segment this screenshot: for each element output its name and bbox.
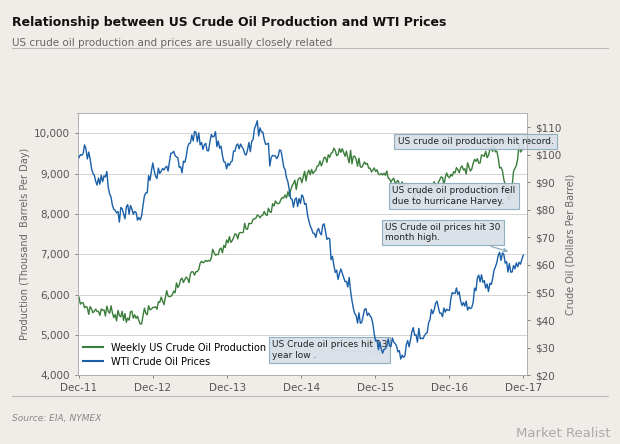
Text: Relationship between US Crude Oil Production and WTI Prices: Relationship between US Crude Oil Produc… [12,16,447,28]
Text: US Crude oil prices hit 13
year low .: US Crude oil prices hit 13 year low . [272,341,387,360]
Text: US Crude oil prices hit 30
month high.: US Crude oil prices hit 30 month high. [385,223,507,252]
Y-axis label: Crude Oil (Dollars Per Barrel): Crude Oil (Dollars Per Barrel) [565,174,575,315]
Text: Source: EIA, NYMEX: Source: EIA, NYMEX [12,414,102,423]
Text: Market Realist: Market Realist [516,427,611,440]
Text: US crude oil production and prices are usually closely related: US crude oil production and prices are u… [12,38,333,48]
Text: US crude oil production hit record.: US crude oil production hit record. [397,137,554,146]
Legend: Weekly US Crude Oil Production, WTI Crude Oil Prices: Weekly US Crude Oil Production, WTI Crud… [79,339,270,371]
Y-axis label: Production (Thousand  Barrels Per Day): Production (Thousand Barrels Per Day) [20,148,30,340]
Text: US crude oil production fell
due to hurricane Harvey.: US crude oil production fell due to hurr… [392,186,516,206]
